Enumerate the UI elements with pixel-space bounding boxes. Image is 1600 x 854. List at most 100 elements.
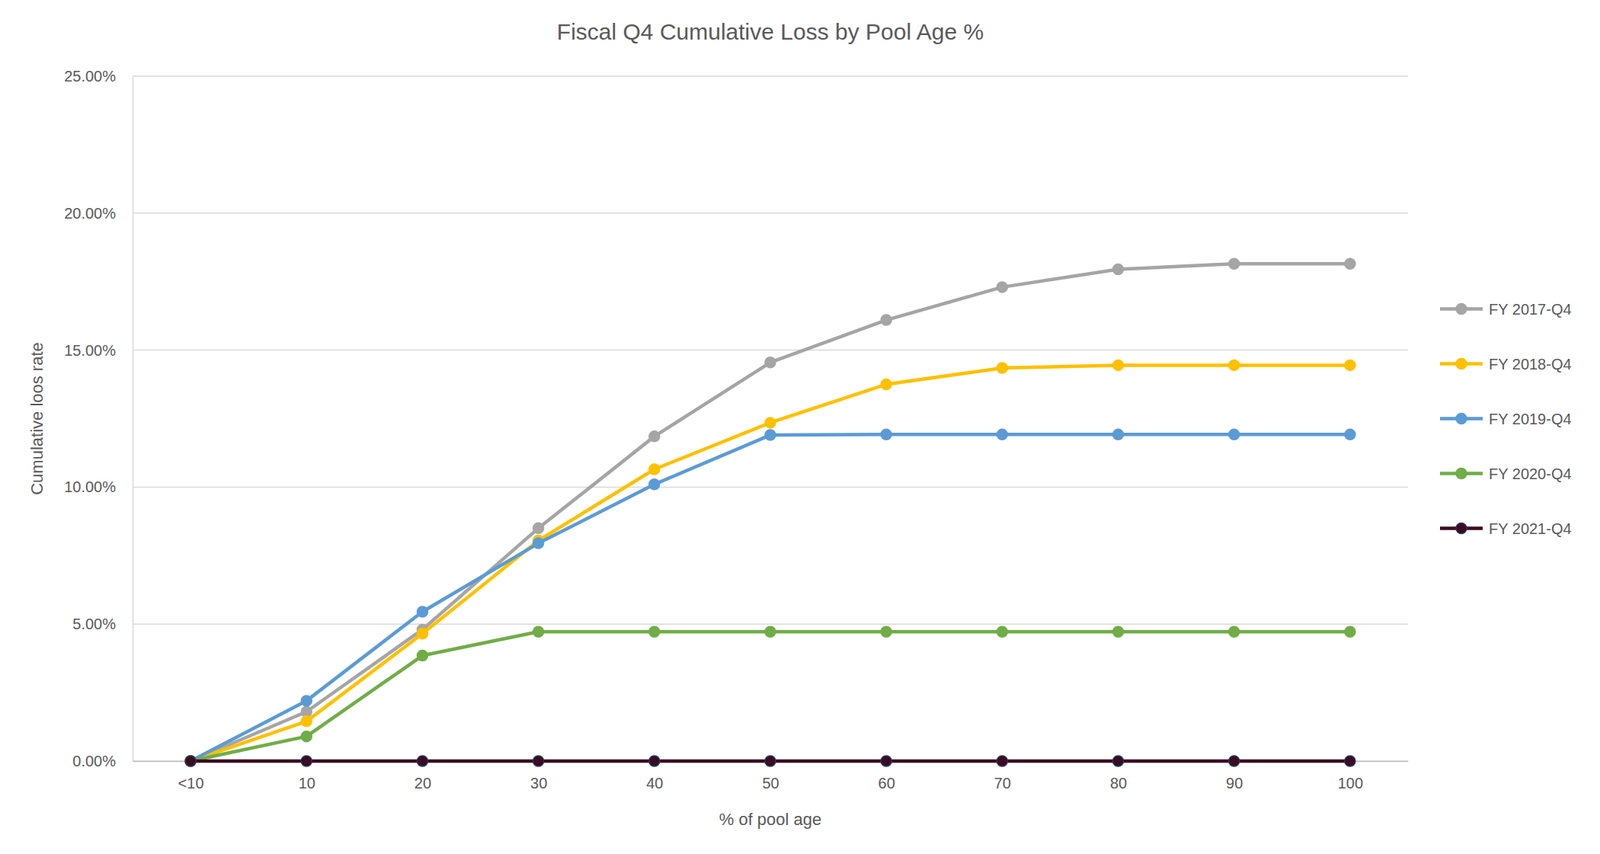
series <box>185 626 1356 767</box>
x-tick-label: 80 <box>1110 774 1127 792</box>
y-tick: 25.00% <box>64 67 133 85</box>
series-marker <box>764 357 776 368</box>
series-line <box>190 263 1351 762</box>
series-marker <box>1113 626 1124 637</box>
series-marker <box>1228 755 1240 767</box>
y-axis: 0.00% 5.00% 10.00% 15.00% 20.00% 25.00% <box>64 67 133 770</box>
series-group <box>185 258 1356 767</box>
plot: 0.00% 5.00% 10.00% 15.00% 20.00% 25.00% <10 10 2… <box>64 67 1408 792</box>
series-marker <box>185 755 196 767</box>
series <box>185 755 1356 767</box>
x-tick-label: 30 <box>530 774 548 792</box>
x-tick: 10 <box>298 774 316 792</box>
grid-line <box>132 212 1408 215</box>
x-tick-label: 50 <box>761 774 779 792</box>
series-marker <box>416 606 428 618</box>
series-marker <box>996 362 1008 374</box>
grid-line <box>132 623 1408 625</box>
y-tick: 20.00% <box>64 204 133 222</box>
series-marker <box>1113 359 1124 371</box>
legend-entry: FY 2017-Q4 <box>1440 300 1572 318</box>
series-marker <box>416 650 428 662</box>
y-tick-label: 5.00% <box>72 615 116 633</box>
series-marker <box>1113 264 1124 276</box>
y-tick: 15.00% <box>64 342 133 359</box>
series-marker <box>649 431 660 442</box>
title: Fiscal Q4 Cumulative Loss by Pool Age % <box>556 19 984 45</box>
grid-line <box>132 349 1408 352</box>
legend-entry: FY 2021-Q4 <box>1440 520 1572 538</box>
series-marker <box>1344 755 1356 767</box>
series-marker <box>1113 755 1124 767</box>
series <box>185 258 1356 767</box>
series-marker <box>1228 359 1240 371</box>
series-marker <box>1228 626 1240 637</box>
series <box>185 428 1356 767</box>
series-marker <box>1113 428 1124 440</box>
series-marker <box>996 626 1008 637</box>
x-tick-label: 70 <box>994 774 1012 792</box>
chart: Fiscal Q4 Cumulative Loss by Pool Age % 0… <box>0 0 1600 854</box>
y-tick: 5.00% <box>72 615 133 633</box>
series-marker <box>764 417 776 429</box>
legend: FY 2017-Q4FY 2018-Q4FY 2019-Q4FY 2020-Q4… <box>1440 300 1572 538</box>
x-axis-title: % of pool age <box>719 809 823 829</box>
series-marker <box>880 379 892 391</box>
series-marker <box>649 464 660 475</box>
series-marker <box>185 755 196 767</box>
x-tick-label: 10 <box>298 774 316 792</box>
y-tick: 0.00% <box>72 752 133 770</box>
x-tick-label: 90 <box>1225 774 1243 792</box>
legend-label: FY 2018-Q4 <box>1488 355 1572 373</box>
series-marker <box>1228 258 1240 269</box>
x-tick: 40 <box>646 774 663 792</box>
series-marker <box>764 429 776 441</box>
series-marker <box>533 522 544 534</box>
x-tick: <10 <box>178 774 205 792</box>
x-tick-label: 20 <box>414 774 432 792</box>
series-marker <box>1344 258 1356 269</box>
legend-marker <box>1456 523 1467 535</box>
x-tick-label: <10 <box>178 774 205 792</box>
y-tick-label: 0.00% <box>72 752 116 770</box>
series-marker <box>300 755 312 767</box>
series-marker <box>1344 359 1356 371</box>
series-marker <box>996 755 1008 767</box>
legend-marker <box>1456 358 1467 370</box>
x-tick: 20 <box>414 774 432 792</box>
grid-line <box>132 486 1408 489</box>
series-marker <box>533 755 544 767</box>
series-marker <box>300 695 312 707</box>
x-tick: 30 <box>530 774 548 792</box>
x-tick-label: 40 <box>646 774 663 792</box>
grid <box>132 76 1408 762</box>
legend-entry: FY 2020-Q4 <box>1440 465 1572 483</box>
x-tick-label: 60 <box>878 774 896 792</box>
legend-label: FY 2021-Q4 <box>1488 520 1572 538</box>
x-tick: 70 <box>994 774 1012 792</box>
series-marker <box>185 755 196 767</box>
series-marker <box>533 537 544 549</box>
x-tick: 60 <box>878 774 896 792</box>
series-line <box>190 631 1351 762</box>
series-marker <box>880 755 892 767</box>
y-tick-label: 20.00% <box>64 204 116 222</box>
series-marker <box>649 755 660 767</box>
series-marker <box>880 626 892 637</box>
y-tick-label: 15.00% <box>64 342 116 359</box>
y-tick-label: 10.00% <box>64 478 116 496</box>
series-marker <box>185 755 196 767</box>
y-tick-label: 25.00% <box>64 67 116 85</box>
legend-entry: FY 2018-Q4 <box>1440 355 1572 373</box>
series-marker <box>764 755 776 767</box>
series-marker <box>1344 626 1356 637</box>
legend-label: FY 2020-Q4 <box>1488 465 1572 483</box>
series-marker <box>649 479 660 490</box>
grid-line <box>132 75 1408 77</box>
series-marker <box>416 628 428 640</box>
series-marker <box>996 428 1008 440</box>
series-marker <box>880 314 892 326</box>
series-marker <box>996 281 1008 293</box>
y-tick: 10.00% <box>64 478 133 496</box>
series-marker <box>649 626 660 637</box>
